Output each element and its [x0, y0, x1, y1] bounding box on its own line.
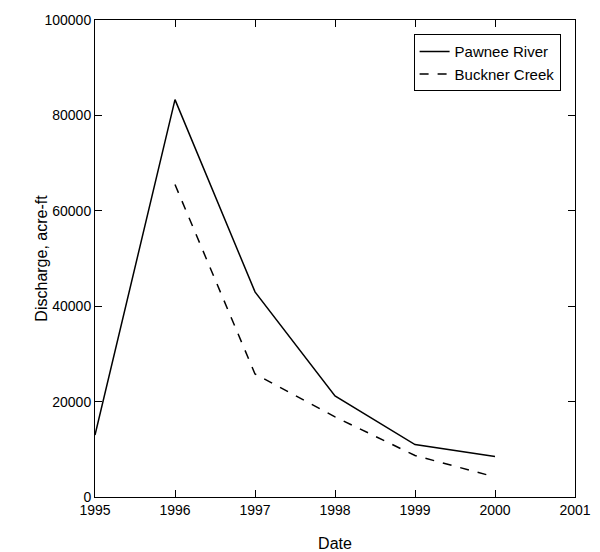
svg-text:1998: 1998 [319, 502, 350, 518]
svg-text:2001: 2001 [559, 502, 590, 518]
svg-text:Discharge, acre-ft: Discharge, acre-ft [33, 195, 50, 322]
svg-text:100000: 100000 [44, 12, 91, 28]
svg-text:Date: Date [318, 535, 352, 552]
svg-text:Pawnee River: Pawnee River [455, 43, 548, 60]
svg-text:0: 0 [83, 489, 91, 505]
svg-text:1996: 1996 [159, 502, 190, 518]
svg-text:1999: 1999 [399, 502, 430, 518]
svg-text:2000: 2000 [479, 502, 510, 518]
svg-text:1997: 1997 [239, 502, 270, 518]
svg-text:1995: 1995 [79, 502, 110, 518]
svg-text:Buckner Creek: Buckner Creek [455, 66, 555, 83]
svg-text:60000: 60000 [52, 203, 91, 219]
svg-text:80000: 80000 [52, 107, 91, 123]
svg-text:20000: 20000 [52, 394, 91, 410]
svg-text:40000: 40000 [52, 298, 91, 314]
